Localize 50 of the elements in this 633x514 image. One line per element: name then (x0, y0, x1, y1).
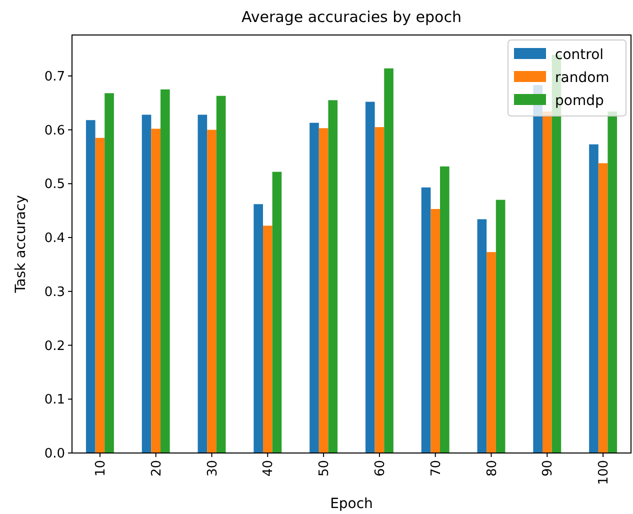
bar (384, 68, 394, 453)
bar (254, 204, 263, 453)
x-tick-label: 60 (373, 460, 388, 477)
x-axis-title: Epoch (330, 496, 373, 512)
bar (310, 122, 319, 453)
bar (598, 163, 608, 453)
bar (216, 96, 226, 453)
x-tick-label: 50 (317, 460, 332, 477)
y-tick-label: 0.1 (44, 392, 65, 408)
bar (207, 130, 216, 453)
y-tick-label: 0.6 (44, 123, 65, 138)
bar (421, 187, 431, 453)
x-tick-label: 70 (428, 460, 444, 477)
x-tick-label: 40 (261, 460, 276, 477)
y-tick-label: 0.5 (44, 177, 65, 192)
bar (142, 114, 152, 453)
bar (589, 144, 598, 453)
y-axis-title: Task accuracy (13, 195, 29, 294)
bar (374, 127, 384, 453)
x-tick-label: 90 (540, 460, 556, 477)
bar (86, 120, 96, 453)
legend-label: control (555, 46, 604, 63)
bar (328, 100, 338, 453)
bar (272, 172, 282, 453)
x-tick-label: 30 (205, 460, 220, 477)
bar (365, 102, 375, 453)
y-tick-label: 0.3 (44, 284, 65, 300)
y-tick-label: 0.7 (44, 69, 65, 84)
bar (198, 114, 208, 453)
bar (440, 166, 450, 453)
x-tick-label: 10 (94, 460, 108, 477)
bar (160, 89, 170, 453)
x-tick-label: 100 (596, 460, 612, 485)
y-tick-label: 0.4 (44, 231, 65, 246)
x-tick-label: 20 (149, 460, 164, 477)
bar (486, 252, 496, 453)
bar (477, 219, 487, 453)
chart-title: Average accuracies by epoch (242, 8, 462, 26)
legend-label: pomdp (555, 92, 604, 109)
legend-label: random (555, 70, 610, 86)
bar (318, 128, 328, 453)
y-tick-label: 0.2 (44, 338, 65, 354)
bar (430, 208, 440, 453)
bar (496, 200, 506, 453)
bar (104, 93, 114, 453)
bar (151, 128, 161, 453)
bar (262, 226, 272, 453)
y-tick-label: 0.0 (44, 446, 65, 462)
bar (95, 138, 105, 453)
x-tick-label: 80 (484, 460, 500, 477)
